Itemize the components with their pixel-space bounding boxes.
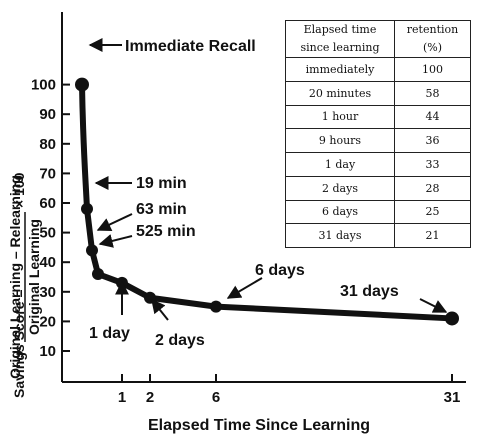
x-ticks: 1 2 6 31 — [118, 374, 461, 406]
series-point — [445, 311, 459, 326]
annotation-arrow — [419, 298, 448, 313]
table-cell-elapsed: 2 days — [285, 175, 395, 201]
table-cell-elapsed: 31 days — [285, 223, 395, 248]
series-point — [81, 202, 93, 215]
series-point — [86, 244, 98, 257]
y-tick-label: 80 — [39, 136, 56, 153]
table-header-elapsed: Elapsed time since learning — [285, 20, 395, 58]
table-row: 31 days 21 — [285, 223, 471, 248]
x-tick-label: 6 — [212, 389, 220, 406]
table-cell-retention: 21 — [394, 223, 471, 248]
table-cell-elapsed: 1 hour — [285, 104, 395, 130]
table-header-retention: retention (%) — [394, 20, 471, 58]
table-body: immediately 100 20 minutes 58 1 hour 44 9 hour… — [285, 57, 471, 248]
annotation-arrow — [96, 213, 133, 231]
annotation-label: 31 days — [340, 283, 399, 300]
table-cell-elapsed: 6 days — [285, 199, 395, 225]
annotation-label: 6 days — [255, 262, 305, 279]
series-line — [79, 81, 455, 322]
y-tick-label: 50 — [39, 225, 56, 242]
annotation-label: 1 day — [89, 325, 130, 342]
y-axis-title-suffix: × 100 — [11, 172, 27, 208]
table-row: immediately 100 — [285, 57, 471, 82]
table-cell-elapsed: immediately — [285, 57, 395, 82]
table-cell-retention: 36 — [394, 128, 471, 153]
annotation-arrow — [226, 277, 263, 299]
annotations: Immediate Recall 19 min 63 min 525 min 1 day… — [88, 38, 448, 349]
y-tick-label: 40 — [39, 254, 56, 271]
y-tick-label: 20 — [39, 313, 56, 330]
annotation-label: 19 min — [136, 175, 187, 192]
table-cell-retention: 100 — [394, 57, 471, 82]
table-header-elapsed-line2: since learning — [300, 41, 380, 54]
annotation-arrow — [151, 298, 169, 321]
table-cell-retention: 58 — [394, 80, 471, 106]
table-header-retention-line2: (%) — [422, 41, 443, 54]
annotation-label: 525 min — [136, 223, 196, 240]
annotation-label: Immediate Recall — [125, 38, 256, 55]
x-tick-label: 1 — [118, 389, 126, 406]
table-row: 1 hour 44 — [285, 104, 471, 130]
table-cell-elapsed: 1 day — [285, 152, 395, 177]
series-point — [92, 268, 104, 281]
series-point — [75, 77, 89, 92]
table-header-row: Elapsed time since learning retention (%… — [285, 20, 471, 58]
x-tick-label: 2 — [146, 389, 154, 406]
table-row: 6 days 25 — [285, 199, 471, 225]
series-points — [75, 77, 459, 326]
y-axis-title-denominator: Original Learning — [26, 219, 42, 335]
y-tick-label: 100 — [31, 77, 56, 94]
table-cell-retention: 33 — [394, 152, 471, 177]
retention-table: Elapsed time since learning retention (%… — [285, 20, 471, 248]
table-row: 1 day 33 — [285, 152, 471, 177]
y-tick-label: 70 — [39, 165, 56, 182]
table-cell-retention: 25 — [394, 199, 471, 225]
series-point — [210, 300, 222, 313]
y-ticks: 10 20 30 40 50 60 70 80 90 100 — [31, 77, 70, 360]
y-axis-title-prefix: Savings Score = — [11, 289, 27, 398]
table-cell-retention: 28 — [394, 175, 471, 201]
table-row: 20 minutes 58 — [285, 80, 471, 106]
table-cell-elapsed: 20 minutes — [285, 80, 395, 106]
y-axis-title-numerator: Original Learning – Relearning — [7, 175, 23, 379]
y-tick-label: 90 — [39, 106, 56, 123]
annotation-label: 63 min — [136, 201, 187, 218]
annotation-label: 2 days — [155, 332, 205, 349]
table-cell-elapsed: 9 hours — [285, 128, 395, 153]
x-axis-title: Elapsed Time Since Learning — [148, 417, 370, 434]
table-row: 2 days 28 — [285, 175, 471, 201]
y-tick-label: 30 — [39, 284, 56, 301]
table-header-elapsed-line1: Elapsed time — [303, 23, 377, 36]
x-tick-label: 31 — [444, 389, 461, 406]
table-cell-retention: 44 — [394, 104, 471, 130]
y-tick-label: 60 — [39, 195, 56, 212]
y-axis-title: Savings Score = Original Learning – Rele… — [7, 172, 42, 398]
y-tick-label: 10 — [39, 343, 56, 360]
annotation-arrow — [98, 234, 133, 248]
table-header-retention-line1: retention — [406, 23, 459, 36]
table-row: 9 hours 36 — [285, 128, 471, 153]
